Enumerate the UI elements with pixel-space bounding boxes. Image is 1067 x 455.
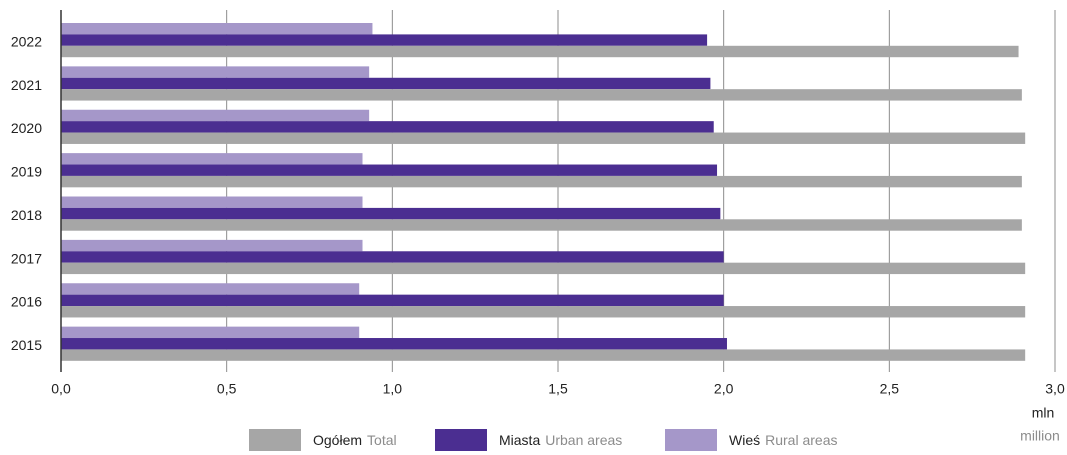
bar — [61, 109, 370, 122]
bar — [61, 219, 1022, 231]
legend-label: Miasta Urban areas — [499, 432, 622, 448]
bar — [61, 326, 360, 339]
bar — [61, 251, 724, 263]
y-tick-label: 2015 — [11, 337, 42, 353]
bar — [61, 45, 1019, 58]
x-tick-label: 2,0 — [714, 381, 734, 397]
bar — [61, 196, 363, 208]
legend-name-en: Urban areas — [545, 432, 622, 448]
bar — [61, 294, 724, 307]
x-tick-label: 0,5 — [217, 381, 237, 397]
legend-label: Wieś Rural areas — [729, 432, 838, 448]
y-tick-label: 2020 — [11, 120, 42, 136]
bar — [61, 207, 721, 220]
legend-swatch — [249, 429, 301, 451]
x-tick-label: 3,0 — [1045, 381, 1065, 397]
legend-name-en: Rural areas — [765, 432, 837, 448]
bar — [61, 239, 363, 252]
legend-name-en: Total — [367, 432, 397, 448]
bar — [61, 262, 1026, 275]
y-tick-label: 2018 — [11, 207, 42, 223]
bar — [61, 164, 718, 176]
x-tick-label: 2,5 — [880, 381, 900, 397]
legend-swatch — [665, 429, 717, 451]
legend-swatch — [435, 429, 487, 451]
legend-name: Wieś — [729, 432, 760, 448]
bar — [61, 34, 708, 46]
legend-name: Miasta — [499, 432, 540, 448]
bar — [61, 306, 1026, 318]
x-axis-label: mln — [1032, 405, 1055, 421]
bar — [61, 77, 711, 90]
y-tick-label: 2019 — [11, 164, 42, 180]
legend-name: Ogółem — [313, 432, 362, 448]
bar — [61, 153, 363, 165]
bar — [61, 338, 727, 350]
bar — [61, 89, 1022, 101]
bar — [61, 175, 1022, 188]
x-tick-label: 0,0 — [51, 381, 71, 397]
bar — [61, 132, 1026, 144]
x-tick-label: 1,0 — [383, 381, 403, 397]
bar — [61, 121, 714, 133]
x-tick-label: 1,5 — [548, 381, 568, 397]
legend-label: Ogółem Total — [313, 432, 397, 448]
bar — [61, 349, 1026, 361]
x-axis-label-en: million — [1020, 428, 1060, 444]
bar — [61, 283, 360, 295]
bar — [61, 23, 373, 35]
y-tick-label: 2021 — [11, 77, 42, 93]
bar — [61, 66, 370, 78]
y-tick-label: 2022 — [11, 33, 42, 49]
y-tick-label: 2016 — [11, 294, 42, 310]
y-tick-label: 2017 — [11, 250, 42, 266]
